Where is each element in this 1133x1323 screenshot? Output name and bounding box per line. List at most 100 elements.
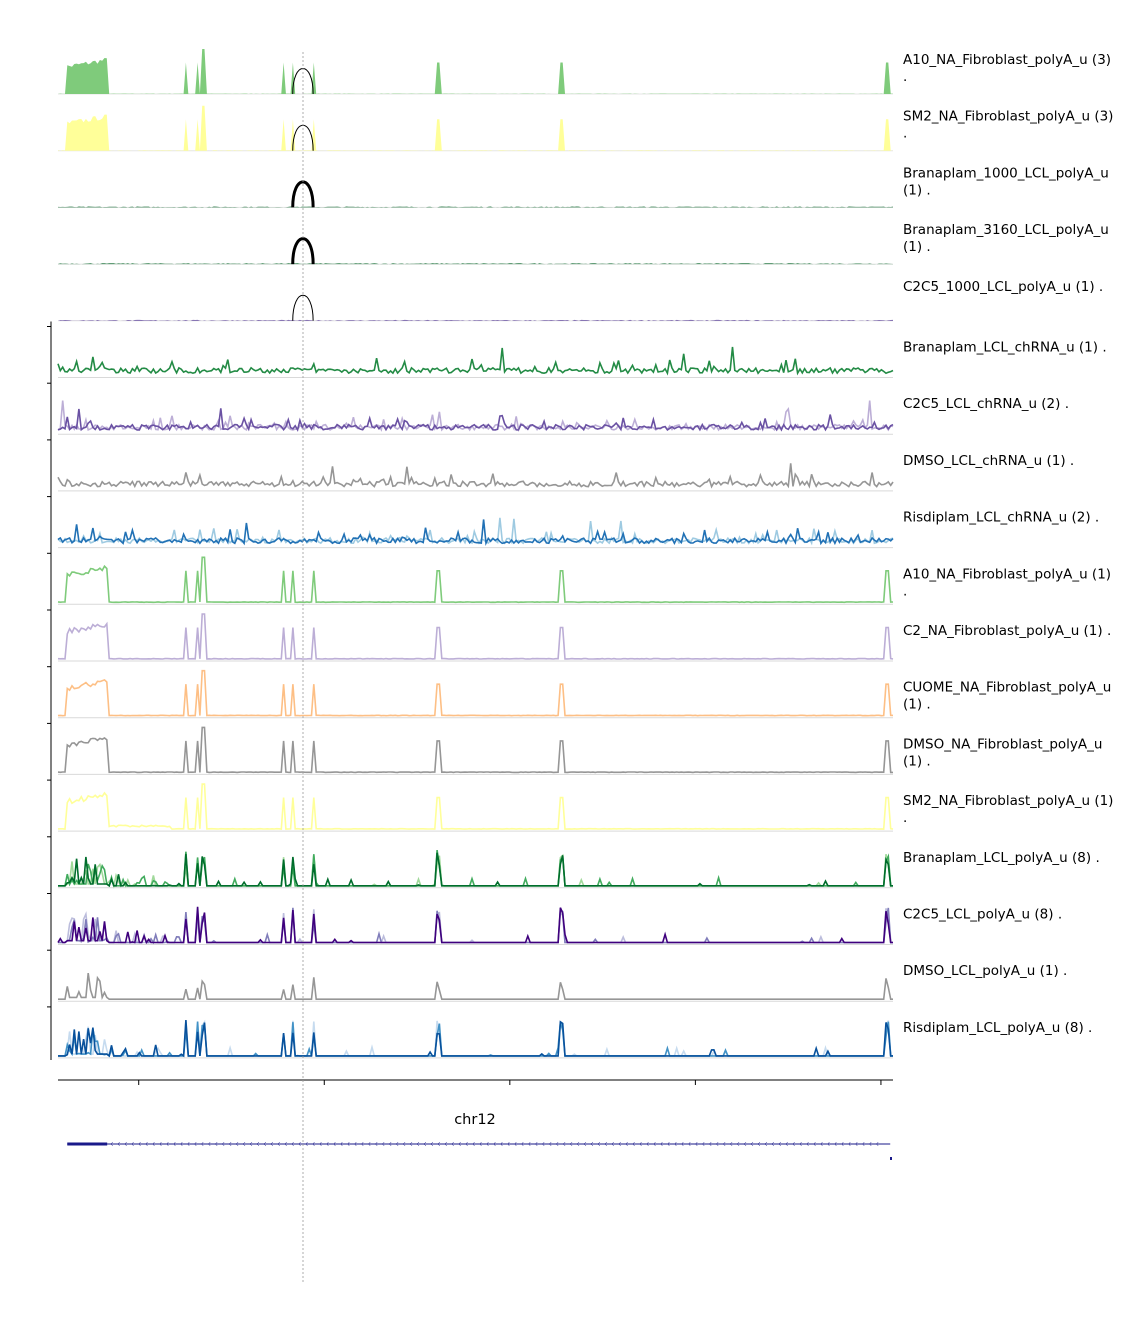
strand-chevron [862,1141,865,1147]
coverage-line [57,556,894,604]
strand-chevron [604,1141,608,1147]
strand-chevron [750,1141,754,1147]
sashimi-track: Branaplam_3160_LCL_polyA_u (1) . [58,222,1109,265]
track-label-line: (1) . [903,697,931,713]
strand-chevron [319,1141,322,1147]
track-label: SM2_NA_Fibroblast_polyA_u (3). [903,109,1113,142]
strand-chevron [667,1141,670,1147]
track-label-line: DMSO_LCL_chRNA_u (1) . [903,453,1074,469]
strand-chevron [820,1141,823,1147]
strand-chevron [813,1141,816,1147]
sashimi-coverage [58,105,893,151]
chromosome-label: chr12 [454,1112,496,1128]
strand-chevron [806,1141,809,1147]
track-label-line: Risdiplam_LCL_polyA_u (8) . [903,1020,1092,1036]
strand-chevron [743,1141,747,1147]
coverage-track: SM2_NA_Fibroblast_polyA_u (1). [47,779,1113,832]
strand-chevron [625,1141,628,1147]
strand-chevron [207,1141,211,1147]
strand-chevron [361,1141,364,1147]
strand-chevron [548,1141,552,1147]
strand-chevron [827,1141,830,1147]
strand-chevron [855,1141,858,1147]
track-label-line: C2C5_LCL_polyA_u (8) . [903,907,1062,923]
coverage-line [57,783,894,831]
sashimi-track: SM2_NA_Fibroblast_polyA_u (3). [58,105,1113,152]
sashimi-coverage [58,319,893,321]
track-label-line: Branaplam_LCL_polyA_u (8) . [903,850,1100,866]
track-label: SM2_NA_Fibroblast_polyA_u (1). [903,793,1113,826]
sashimi-coverage [58,49,893,94]
strand-chevron [695,1141,698,1147]
strand-chevron [242,1141,246,1147]
strand-chevron [312,1141,315,1147]
strand-chevron [374,1141,378,1147]
strand-chevron [110,1141,114,1147]
strand-chevron [681,1141,684,1147]
coverage-track: C2C5_LCL_chRNA_u (2) . [47,382,1069,435]
strand-chevron [729,1141,733,1147]
track-label-line: (1) . [903,753,931,769]
junction-arc [292,294,314,321]
strand-chevron [472,1141,475,1147]
strand-chevron [479,1141,482,1147]
strand-chevron [347,1141,350,1147]
track-panel: A10_NA_Fibroblast_polyA_u (3) . SM2_NA_Fib… [47,49,1113,1060]
track-label: Risdiplam_LCL_polyA_u (8) . [903,1020,1092,1036]
coverage-track: DMSO_NA_Fibroblast_polyA_u (1) . [47,722,1102,775]
coverage-track: Branaplam_LCL_polyA_u (8) . [47,836,1100,889]
track-label: A10_NA_Fibroblast_polyA_u (3). [903,52,1111,85]
track-label-line: A10_NA_Fibroblast_polyA_u (1) [903,566,1111,582]
kitlg-exon [67,1142,108,1146]
coverage-line [57,408,894,432]
strand-chevron [764,1141,768,1147]
strand-chevron [228,1141,232,1147]
strand-chevron [541,1141,545,1147]
strand-chevron [235,1141,239,1147]
coverage-track: DMSO_LCL_polyA_u (1) . [47,949,1067,1002]
strand-chevron [597,1141,601,1147]
strand-chevron [430,1141,434,1147]
strand-chevron [159,1141,162,1147]
strand-chevron [660,1141,663,1147]
strand-chevron [326,1141,329,1147]
strand-chevron [124,1141,127,1147]
strand-chevron [333,1141,336,1147]
strand-chevron [528,1141,531,1147]
strand-chevron [799,1141,802,1147]
strand-chevron [263,1141,267,1147]
track-label-line: DMSO_NA_Fibroblast_polyA_u [903,736,1102,752]
rnu1-exon [890,1157,892,1160]
strand-chevron [451,1141,455,1147]
strand-chevron [639,1141,642,1147]
coverage-line [58,852,893,888]
strand-chevron [458,1141,461,1147]
strand-chevron [200,1141,204,1147]
track-label-line: (1) . [903,182,931,198]
strand-chevron [708,1141,712,1147]
strand-chevron [291,1141,294,1147]
strand-chevron [646,1141,649,1147]
strand-chevron [166,1141,169,1147]
strand-chevron [875,1141,879,1147]
strand-chevron [555,1141,559,1147]
strand-chevron [423,1141,427,1147]
track-label: Branaplam_LCL_chRNA_u (1) . [903,340,1107,356]
strand-chevron [138,1141,141,1147]
track-label-line: SM2_NA_Fibroblast_polyA_u (1) [903,793,1113,809]
strand-chevron [395,1141,399,1147]
strand-chevron [715,1141,719,1147]
track-label: DMSO_NA_Fibroblast_polyA_u (1) . [903,736,1102,769]
strand-chevron [194,1141,197,1147]
strand-chevron [632,1141,635,1147]
coverage-track: CUOME_NA_Fibroblast_polyA_u (1) . [47,666,1111,719]
track-label-line: Risdiplam_LCL_chRNA_u (2) . [903,510,1099,526]
strand-chevron [117,1141,121,1147]
strand-chevron [221,1141,225,1147]
track-label-line: DMSO_LCL_polyA_u (1) . [903,963,1067,979]
coverage-line [57,463,894,489]
strand-chevron [722,1141,726,1147]
sashimi-coverage [58,263,893,265]
strand-chevron [131,1141,134,1147]
